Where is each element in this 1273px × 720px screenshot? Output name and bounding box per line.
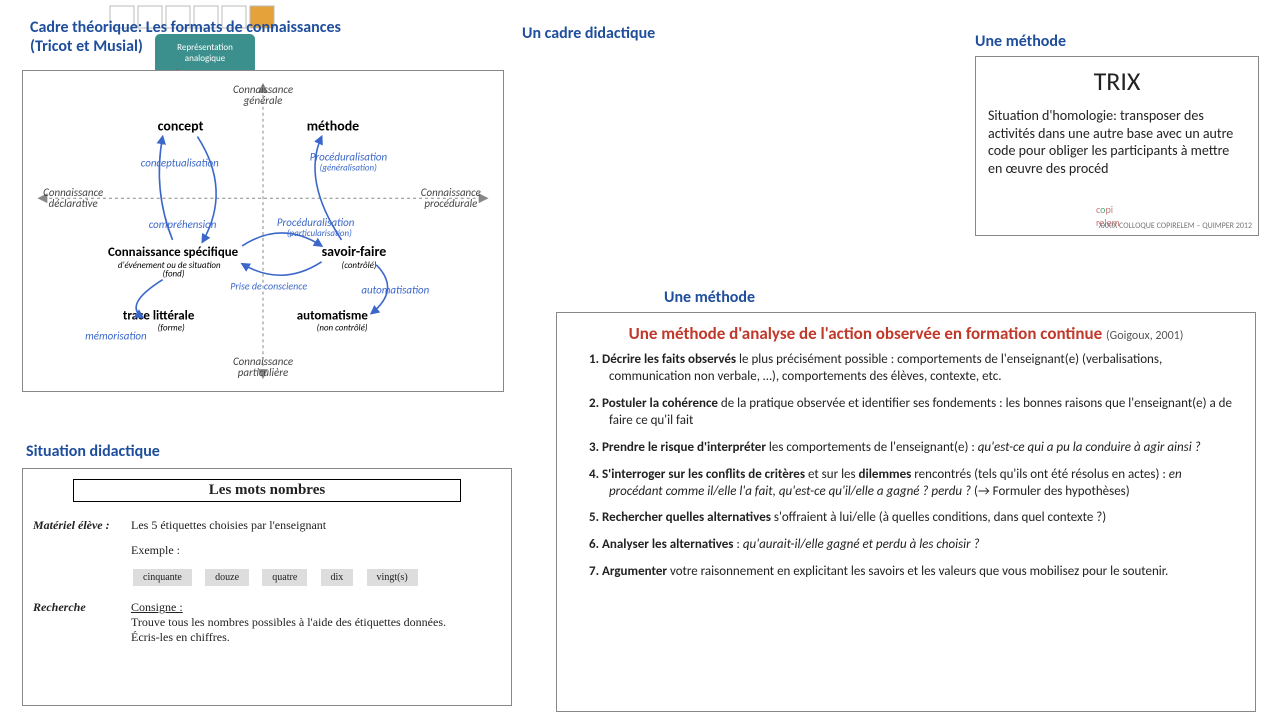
svg-text:Connaissancedéclarative: Connaissancedéclarative xyxy=(43,186,103,210)
svg-text:Connaissancegénérale: Connaissancegénérale xyxy=(233,83,293,107)
node-automatisme-sub: (non contrôlé) xyxy=(317,322,368,333)
heading-situation-didactique: Situation didactique xyxy=(26,442,160,461)
node-connaissance-specifique-sub: d'événement ou de situation(fond) xyxy=(118,260,221,280)
node-methode: méthode xyxy=(307,118,359,135)
chip-quatre: quatre xyxy=(262,569,307,586)
label-memorisation: mémorisation xyxy=(85,329,147,342)
trix-footer: XXXIX COLLOQUE COPIRELEM – QUIMPER 2012 xyxy=(1099,221,1252,231)
heading-cadre-theorique: Cadre théorique: Les formats de connaiss… xyxy=(30,18,450,56)
chip-cinquante: cinquante xyxy=(133,569,192,586)
label-automatisation: automatisation xyxy=(361,284,429,297)
node-concept: concept xyxy=(158,118,204,135)
heading-cadre-didactique: Un cadre didactique xyxy=(522,24,655,43)
analyse-item: 4. S'interroger sur les conflits de crit… xyxy=(589,467,1233,501)
text-consigne-1: Trouve tous les nombres possibles à l'ai… xyxy=(131,615,446,629)
label-recherche: Recherche xyxy=(33,600,128,615)
panel-methode-analyse: Une méthode d'analyse de l'action observ… xyxy=(556,312,1256,712)
edge-prise-conscience xyxy=(242,262,322,275)
chip-vingts: vingt(s) xyxy=(367,569,418,586)
heading-methode-trix: Une méthode xyxy=(975,32,1066,51)
analyse-ref: (Goigoux, 2001) xyxy=(1106,329,1183,343)
label-proceduralisation-part: Procéduralisation(particularisation) xyxy=(277,216,355,239)
trix-body: Situation d'homologie: transposer des ac… xyxy=(988,107,1246,177)
chip-douze: douze xyxy=(205,569,249,586)
analyse-item: 5. Rechercher quelles alternatives s'off… xyxy=(589,510,1233,527)
panel-situation-didactique: Les mots nombres Matériel élève : Les 5 … xyxy=(22,468,512,706)
node-connaissance-specifique: Connaissance spécifique xyxy=(108,245,239,260)
chip-dix: dix xyxy=(321,569,354,586)
analyse-list: 1. Décrire les faits observés le plus pr… xyxy=(579,352,1233,581)
text-exemple: Exemple : xyxy=(131,543,180,557)
text-consigne-2: Écris-les en chiffres. xyxy=(131,630,230,644)
chip-row: cinquante douze quatre dix vingt(s) xyxy=(133,568,501,586)
node-savoir-faire-sub: (contrôlé) xyxy=(342,260,377,271)
analyse-item: 7. Argumenter votre raisonnement en expl… xyxy=(589,564,1233,581)
heading-methode-analyse: Une méthode xyxy=(664,288,755,307)
node-savoir-faire: savoir-faire xyxy=(322,243,387,260)
node-trace-sub: (forme) xyxy=(158,322,185,333)
analyse-item: 3. Prendre le risque d'interpréter les c… xyxy=(589,440,1233,457)
text-materiel: Les 5 étiquettes choisies par l'enseigna… xyxy=(131,518,326,532)
node-trace: trace littérale xyxy=(123,308,195,323)
svg-text:Connaissanceprocédurale: Connaissanceprocédurale xyxy=(421,186,481,210)
diagram-cadre-theorique: Connaissancegénérale Connaissanceparticu… xyxy=(23,71,503,391)
trix-title: TRIX xyxy=(988,65,1246,97)
label-prise-conscience: Prise de conscience xyxy=(230,281,307,293)
analyse-item: 2. Postuler la cohérence de la pratique … xyxy=(589,396,1233,430)
label-consigne: Consigne : xyxy=(131,600,183,614)
label-conceptualisation: conceptualisation xyxy=(141,156,219,169)
svg-text:Connaissanceparticulière: Connaissanceparticulière xyxy=(233,355,293,379)
label-proceduralisation-gen: Procéduralisation(généralisation) xyxy=(310,150,388,173)
label-comprehension: compréhension xyxy=(149,218,217,231)
analyse-item: 1. Décrire les faits observés le plus pr… xyxy=(589,352,1233,386)
panel-cadre-theorique: Connaissancegénérale Connaissanceparticu… xyxy=(22,70,504,392)
analyse-item: 6. Analyser les alternatives : qu'aurait… xyxy=(589,537,1233,554)
situation-title-box: Les mots nombres xyxy=(73,479,461,502)
label-materiel-eleve: Matériel élève : xyxy=(33,518,128,533)
node-automatisme: automatisme xyxy=(297,308,369,323)
panel-trix: TRIX Situation d'homologie: transposer d… xyxy=(975,56,1259,236)
analyse-title: Une méthode d'analyse de l'action observ… xyxy=(579,323,1233,344)
